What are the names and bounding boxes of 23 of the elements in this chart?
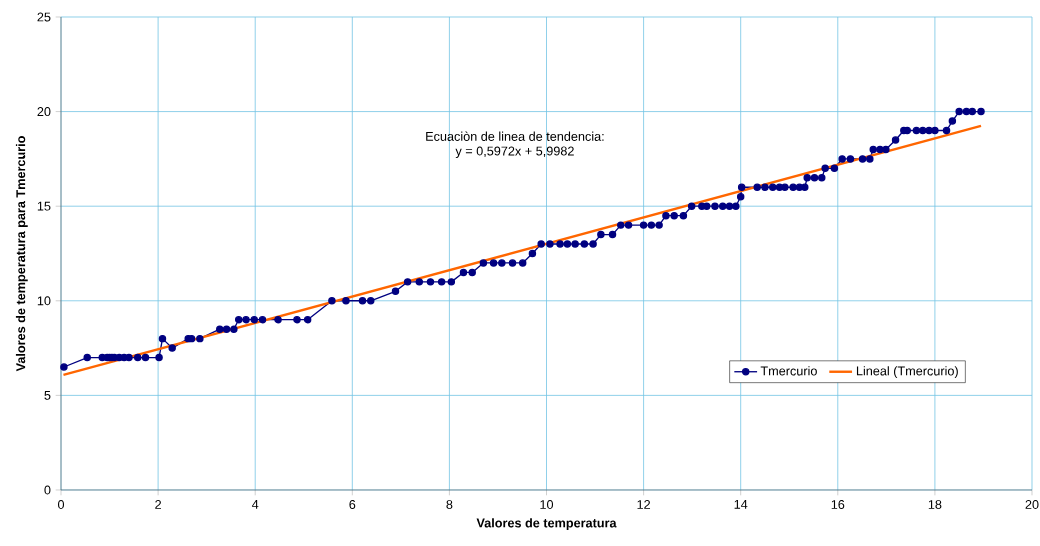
x-tick-label: 8 xyxy=(446,500,453,509)
y-tick-label: 15 xyxy=(37,201,51,211)
x-axis-title: Valores de temperatura xyxy=(476,518,617,530)
x-tick-label: 10 xyxy=(540,500,554,509)
x-tick-label: 2 xyxy=(155,500,162,509)
x-tick-label: 4 xyxy=(251,500,259,509)
x-tick-label: 12 xyxy=(637,500,651,509)
x-tick-label: 16 xyxy=(831,500,845,509)
y-axis-title: Valores de temperatura para Tmercurio xyxy=(15,136,28,372)
x-tick-label: 18 xyxy=(928,500,942,509)
x-tick-label: 0 xyxy=(57,500,65,509)
y-tick-label: 10 xyxy=(37,296,51,306)
x-tick-label: 20 xyxy=(1025,500,1039,509)
legend-label: Lineal (Tmercurio) xyxy=(856,366,958,378)
x-tick-label: 14 xyxy=(734,500,748,509)
legend-label: Tmercurio xyxy=(760,366,817,376)
y-tick-label: 0 xyxy=(44,485,51,495)
annotation: Ecuaciòn de linea de tendencia: xyxy=(426,131,604,141)
y-tick-label: 5 xyxy=(44,390,51,400)
x-tick-label: 6 xyxy=(349,500,356,509)
annotation: y = 0,5972x + 5,9982 xyxy=(455,146,574,159)
y-tick-label: 25 xyxy=(37,12,51,22)
y-tick-label: 20 xyxy=(37,107,51,117)
